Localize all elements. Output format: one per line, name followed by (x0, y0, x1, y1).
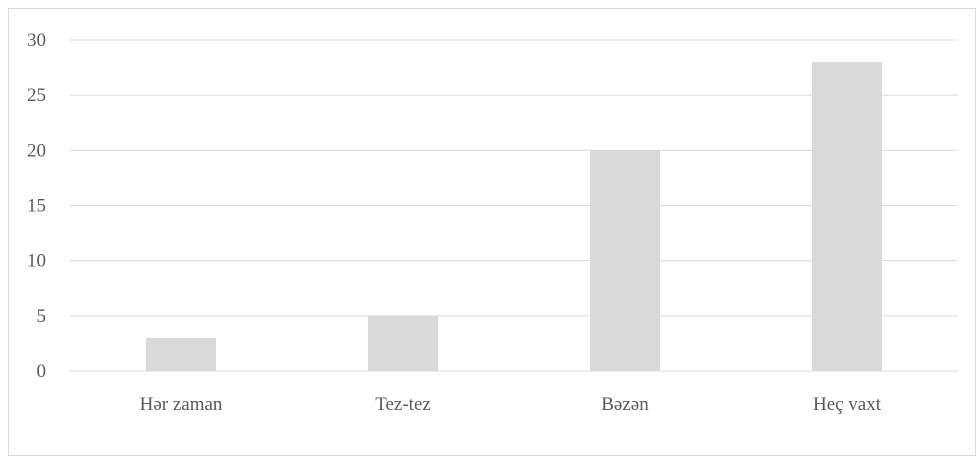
bars (146, 62, 882, 372)
bar-3 (812, 62, 882, 372)
gridlines (70, 39, 958, 317)
bar-0 (146, 337, 216, 371)
y-tick-label: 30 (27, 30, 46, 51)
y-tick-label: 5 (37, 306, 47, 327)
x-category-label: Hər zaman (140, 394, 223, 415)
x-category-label: Bəzən (601, 394, 649, 415)
bar-2 (590, 150, 660, 371)
x-axis-categories: Hər zaman Tez-tez Bəzən Heç vaxt (140, 394, 882, 415)
x-category-label: Tez-tez (375, 394, 431, 415)
y-tick-label: 10 (27, 251, 46, 272)
y-tick-label: 0 (37, 361, 47, 382)
y-tick-label: 25 (27, 85, 46, 106)
x-category-label: Heç vaxt (813, 394, 882, 415)
bar-1 (368, 315, 438, 371)
y-axis-ticks: 0 5 10 15 20 25 30 (27, 30, 46, 382)
y-tick-label: 15 (27, 196, 46, 217)
y-tick-label: 20 (27, 140, 46, 161)
